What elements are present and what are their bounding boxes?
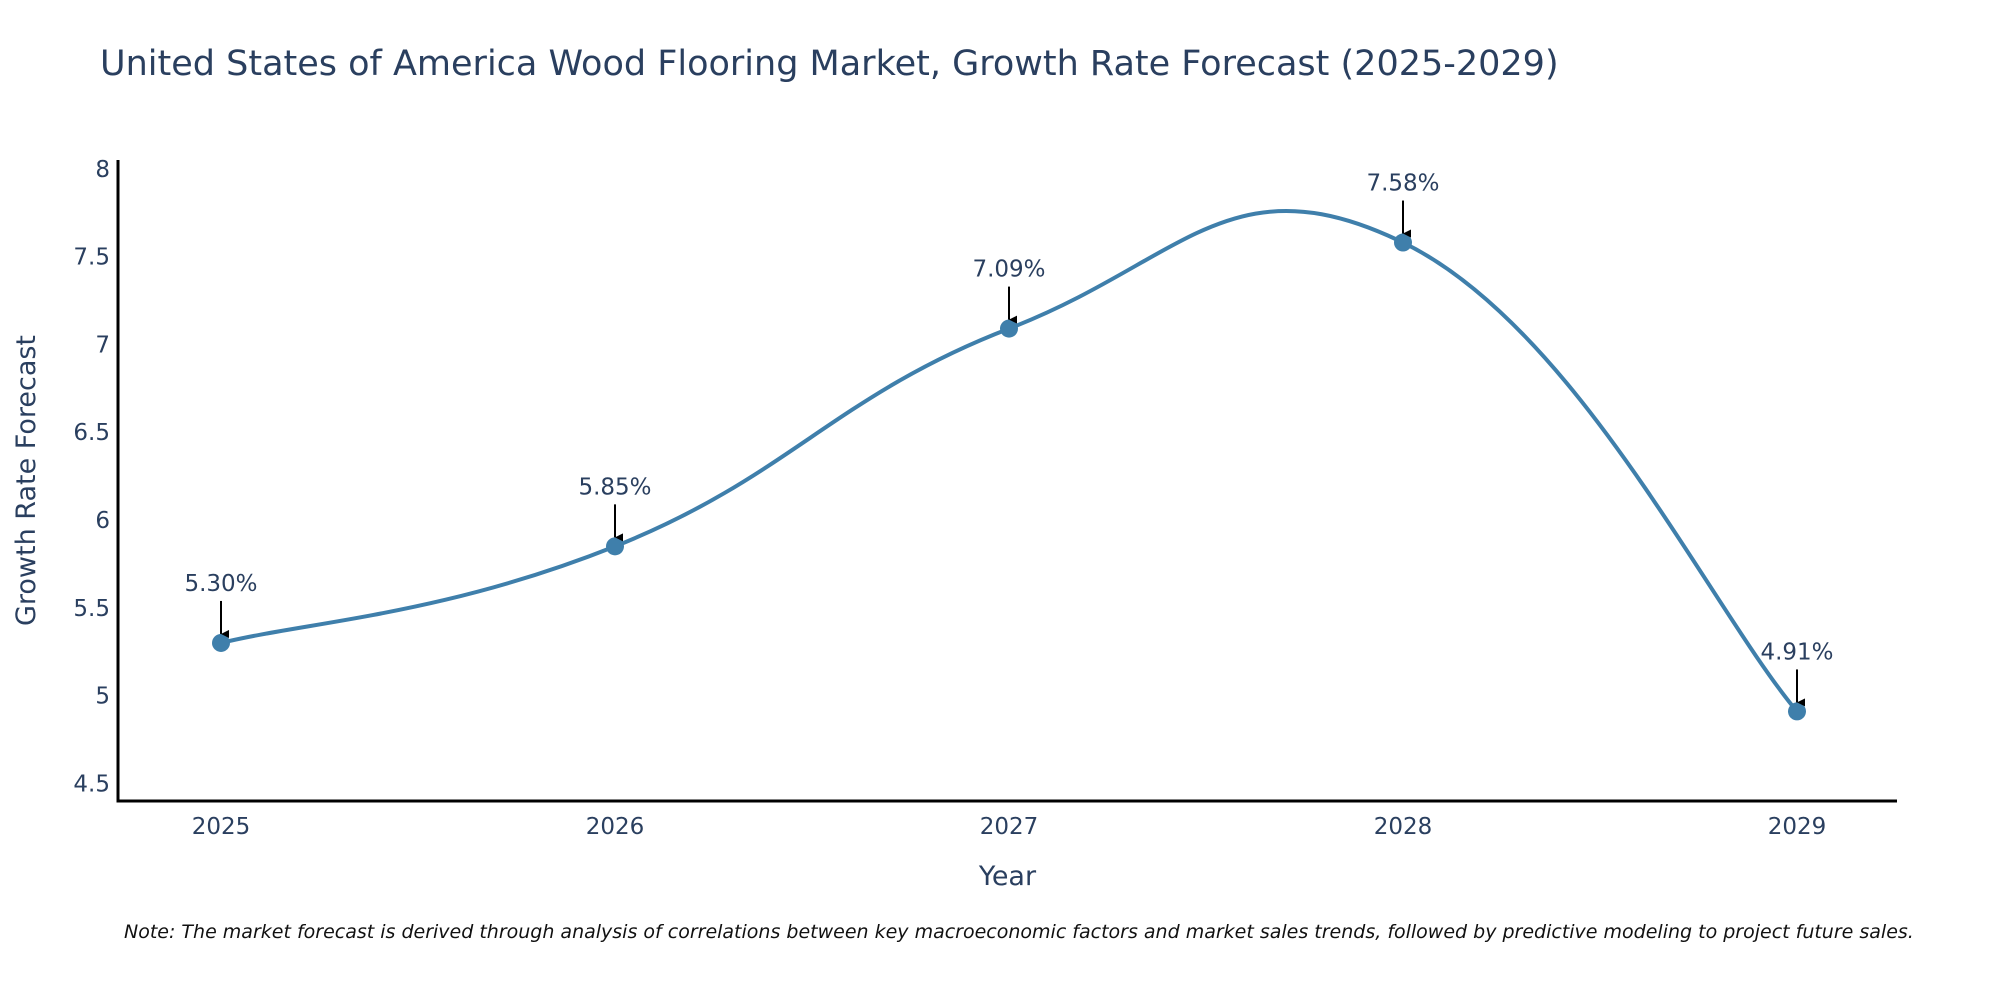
y-tick-label: 6.5 <box>73 420 110 446</box>
x-axis-title: Year <box>978 861 1037 892</box>
data-point <box>1000 319 1018 338</box>
y-tick-label: 6 <box>95 508 110 534</box>
y-tick-label: 7.5 <box>73 245 110 271</box>
data-annotations: 5.30% 5.85% 7.09% 7.58% 4.91% <box>184 171 1834 707</box>
y-tick-label: 5.5 <box>73 596 110 622</box>
y-tick-label: 4.5 <box>73 771 110 797</box>
chart-title: United States of America Wood Flooring M… <box>100 44 1559 84</box>
data-label: 5.30% <box>184 571 257 597</box>
data-markers <box>212 233 1806 721</box>
x-axis-ticks: 2025 2026 2027 2028 2029 <box>192 814 1827 840</box>
y-tick-label: 8 <box>95 157 110 183</box>
x-tick-label: 2029 <box>1768 814 1827 840</box>
data-point <box>606 537 624 556</box>
y-axis-ticks: 4.5 5 5.5 6 6.5 7 7.5 8 <box>73 157 110 798</box>
data-point <box>1788 702 1806 721</box>
data-label: 4.91% <box>1760 639 1833 665</box>
data-point <box>212 633 230 652</box>
x-tick-label: 2027 <box>980 814 1039 840</box>
series-line <box>220 208 1799 713</box>
data-label: 7.58% <box>1366 171 1439 197</box>
x-tick-label: 2028 <box>1374 814 1433 840</box>
footnote: Note: The market forecast is derived thr… <box>124 921 1914 943</box>
data-label: 5.85% <box>578 474 651 500</box>
y-tick-label: 5 <box>95 684 110 710</box>
y-axis-title: Growth Rate Forecast <box>11 335 42 626</box>
data-label: 7.09% <box>972 257 1045 283</box>
data-point <box>1394 233 1412 252</box>
x-tick-label: 2026 <box>586 814 645 840</box>
x-tick-label: 2025 <box>192 814 251 840</box>
y-tick-label: 7 <box>95 332 110 358</box>
